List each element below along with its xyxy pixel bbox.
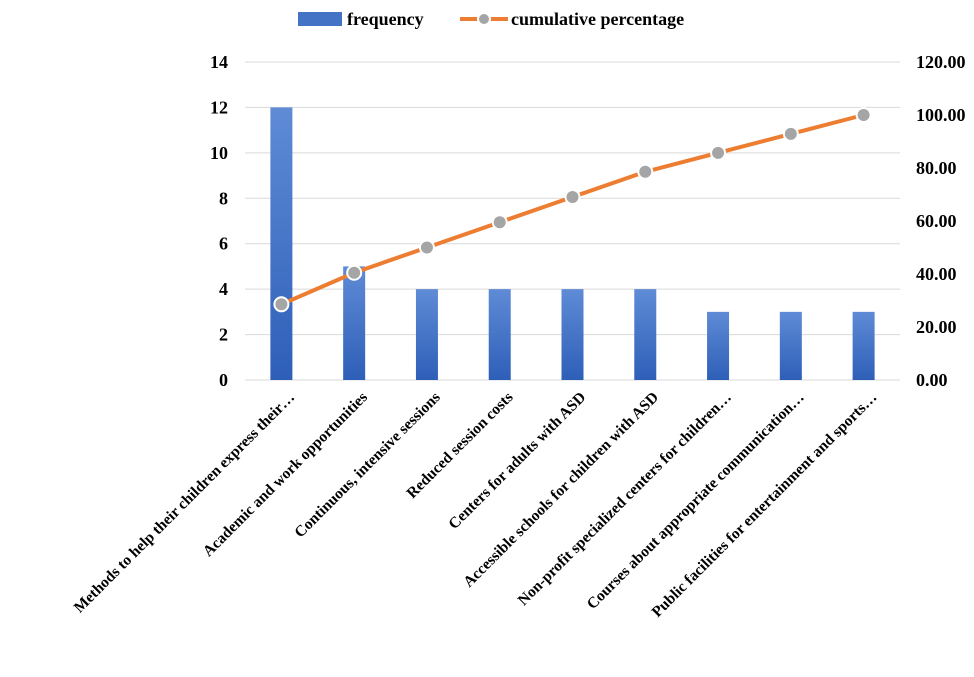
- left-y-axis: 0 2 4 6 8 10 12 14: [210, 52, 228, 390]
- cumulative-point: [346, 264, 363, 281]
- legend-label-frequency: frequency: [347, 9, 424, 29]
- category-labels: Methods to help their children express t…: [71, 389, 881, 621]
- right-tick-label: 60.00: [916, 211, 957, 231]
- legend-label-cumulative: cumulative percentage: [511, 9, 684, 29]
- category-label: Continuous, intensive sessions: [291, 389, 443, 541]
- cumulative-point: [782, 125, 799, 142]
- bar: [488, 289, 511, 380]
- left-tick-label: 6: [219, 234, 228, 254]
- right-tick-label: 20.00: [916, 317, 957, 337]
- right-tick-label: 40.00: [916, 264, 957, 284]
- right-y-axis: 0.00 20.00 40.00 60.00 80.00 100.00 120.00: [916, 52, 966, 390]
- left-tick-label: 10: [210, 143, 228, 163]
- legend: frequency cumulative percentage: [298, 9, 684, 29]
- cumulative-line: [273, 107, 872, 313]
- cumulative-point: [564, 189, 581, 206]
- bar: [561, 289, 584, 380]
- right-tick-label: 100.00: [916, 105, 966, 125]
- cumulative-point: [418, 239, 435, 256]
- bar: [852, 311, 875, 380]
- legend-bar-swatch: [298, 12, 342, 26]
- left-tick-label: 14: [210, 52, 228, 72]
- bar: [634, 289, 657, 380]
- bar: [270, 107, 293, 380]
- cumulative-point: [710, 144, 727, 161]
- left-tick-label: 2: [219, 325, 228, 345]
- legend-marker-swatch: [477, 12, 491, 26]
- left-tick-label: 4: [219, 279, 228, 299]
- right-tick-label: 0.00: [916, 370, 948, 390]
- cumulative-series-line: [279, 113, 866, 307]
- left-tick-label: 0: [219, 370, 228, 390]
- left-tick-label: 12: [210, 97, 228, 117]
- cumulative-point: [273, 296, 290, 313]
- bar: [343, 266, 366, 380]
- cumulative-point: [637, 163, 654, 180]
- bar: [707, 311, 730, 380]
- bar: [779, 311, 802, 380]
- category-label: Centers for adults with ASD: [445, 389, 589, 533]
- cumulative-point: [855, 107, 872, 123]
- right-tick-label: 120.00: [916, 52, 966, 72]
- cumulative-point: [491, 214, 508, 231]
- bar: [415, 289, 438, 380]
- right-tick-label: 80.00: [916, 158, 957, 178]
- frequency-bars: [270, 107, 875, 380]
- left-tick-label: 8: [219, 188, 228, 208]
